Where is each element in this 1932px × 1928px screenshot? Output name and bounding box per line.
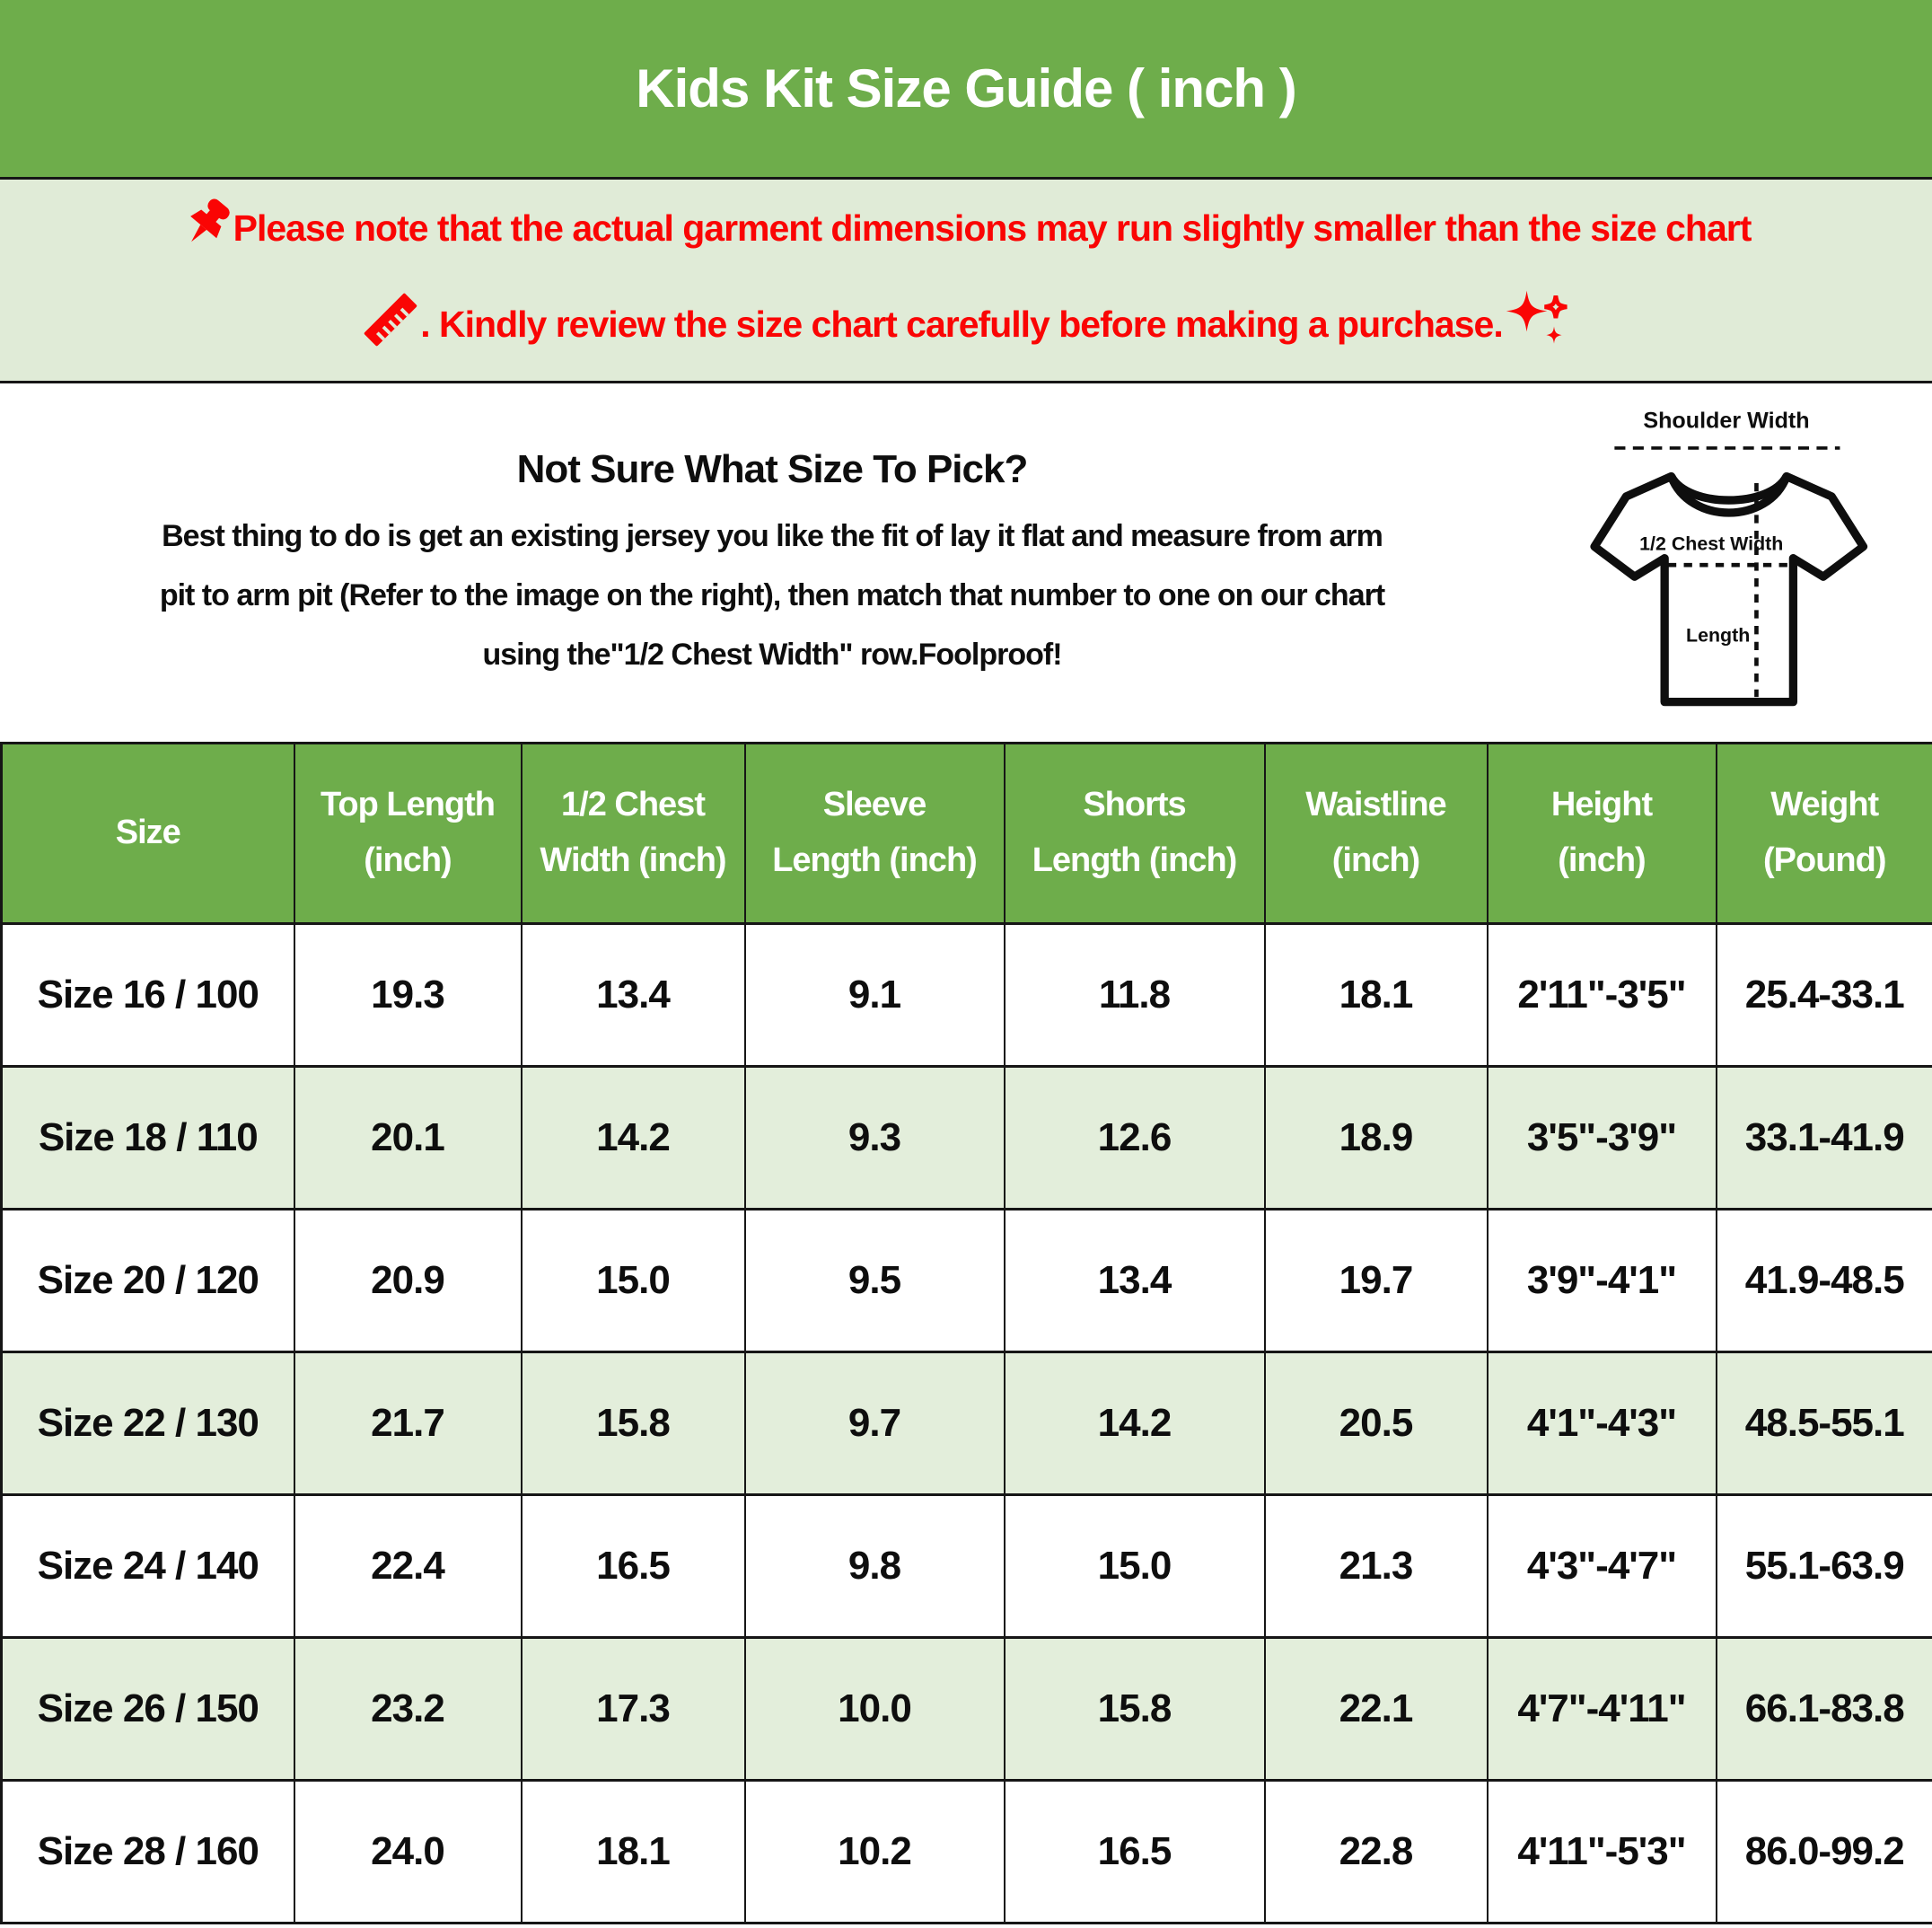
- size-table: Size Top Length (inch) 1/2 Chest Width (in…: [0, 742, 1932, 1924]
- length-label: Length: [1686, 625, 1750, 647]
- column-header-sleeve-length: Sleeve Length (inch): [743, 742, 1006, 925]
- table-cell: 16.5: [520, 1493, 746, 1639]
- table-cell: Size 26 / 150: [0, 1636, 295, 1782]
- table-cell: 20.5: [1263, 1351, 1489, 1496]
- size-help-heading: Not Sure What Size To Pick?: [516, 446, 1029, 491]
- size-help-body-line: pit to arm pit (Refer to the image on th…: [159, 577, 1385, 612]
- column-header-size: Size: [0, 742, 295, 925]
- column-header-shorts-length: Shorts Length (inch): [1003, 742, 1266, 925]
- table-cell: 15.8: [1003, 1636, 1266, 1782]
- table-header-row: Size Top Length (inch) 1/2 Chest Width (in…: [0, 742, 1932, 925]
- table-cell: 14.2: [1003, 1351, 1266, 1496]
- table-cell: 55.1-63.9: [1715, 1493, 1932, 1639]
- table-cell: 12.6: [1003, 1065, 1266, 1211]
- table-cell: 16.5: [1003, 1779, 1266, 1924]
- table-row: Size 16 / 100 19.3 13.4 9.1 11.8 18.1 2'…: [0, 922, 1932, 1068]
- table-cell: 24.0: [293, 1779, 523, 1924]
- table-cell: 25.4-33.1: [1715, 922, 1932, 1068]
- table-cell: 19.3: [293, 922, 523, 1068]
- notice-text-1: Please note that the actual garment dime…: [233, 207, 1752, 249]
- column-header-weight: Weight (Pound): [1715, 742, 1932, 925]
- column-header-top-length: Top Length (inch): [293, 742, 523, 925]
- table-row: Size 20 / 120 20.9 15.0 9.5 13.4 19.7 3'…: [0, 1208, 1932, 1353]
- table-row: Size 26 / 150 23.2 17.3 10.0 15.8 22.1 4…: [0, 1636, 1932, 1782]
- table-cell: 41.9-48.5: [1715, 1208, 1932, 1353]
- table-cell: Size 24 / 140: [0, 1493, 295, 1639]
- notice-line-1: Please note that the actual garment dime…: [181, 198, 1752, 259]
- table-cell: 4'7"-4'11": [1486, 1636, 1717, 1782]
- tshirt-collar: [1667, 474, 1791, 517]
- table-cell: 4'11"-5'3": [1486, 1779, 1717, 1924]
- table-cell: 9.1: [743, 922, 1006, 1068]
- shoulder-width-label: Shoulder Width: [1643, 409, 1809, 434]
- table-cell: 4'3"-4'7": [1486, 1493, 1717, 1639]
- table-row: Size 18 / 110 20.1 14.2 9.3 12.6 18.9 3'…: [0, 1065, 1932, 1211]
- table-cell: 18.9: [1263, 1065, 1489, 1211]
- table-cell: 13.4: [1003, 1208, 1266, 1353]
- table-cell: Size 20 / 120: [0, 1208, 295, 1353]
- table-cell: 2'11"-3'5": [1486, 922, 1717, 1068]
- tshirt-diagram-svg: Shoulder Width 1/2 Chest Width Length: [1590, 409, 1868, 707]
- table-cell: 22.4: [293, 1493, 523, 1639]
- table-row: Size 28 / 160 24.0 18.1 10.2 16.5 22.8 4…: [0, 1779, 1932, 1924]
- size-help-section: Not Sure What Size To Pick? Best thing t…: [0, 383, 1932, 742]
- table-cell: 33.1-41.9: [1715, 1065, 1932, 1211]
- table-row: Size 22 / 130 21.7 15.8 9.7 14.2 20.5 4'…: [0, 1351, 1932, 1496]
- table-cell: 19.7: [1263, 1208, 1489, 1353]
- column-header-height: Height (inch): [1486, 742, 1717, 925]
- table-cell: 22.1: [1263, 1636, 1489, 1782]
- pushpin-icon: [181, 198, 233, 259]
- chest-width-label: 1/2 Chest Width: [1639, 533, 1783, 554]
- table-cell: 20.9: [293, 1208, 523, 1353]
- table-cell: 9.3: [743, 1065, 1006, 1211]
- size-help-body: Best thing to do is get an existing jers…: [159, 506, 1385, 684]
- notice-section: Please note that the actual garment dime…: [0, 180, 1932, 383]
- table-cell: 48.5-55.1: [1715, 1351, 1932, 1496]
- ruler-icon: [361, 290, 420, 358]
- table-cell: Size 18 / 110: [0, 1065, 295, 1211]
- table-cell: 86.0-99.2: [1715, 1779, 1932, 1924]
- table-cell: 3'5"-3'9": [1486, 1065, 1717, 1211]
- table-cell: 66.1-83.8: [1715, 1636, 1932, 1782]
- sparkles-icon: [1503, 286, 1571, 363]
- table-cell: 4'1"-4'3": [1486, 1351, 1717, 1496]
- table-cell: Size 28 / 160: [0, 1779, 295, 1924]
- table-cell: 3'9"-4'1": [1486, 1208, 1717, 1353]
- table-cell: Size 22 / 130: [0, 1351, 295, 1496]
- tshirt-measurement-diagram: Shoulder Width 1/2 Chest Width Length: [1544, 383, 1932, 742]
- table-cell: 13.4: [520, 922, 746, 1068]
- table-cell: 9.5: [743, 1208, 1006, 1353]
- table-cell: 15.8: [520, 1351, 746, 1496]
- table-row: Size 24 / 140 22.4 16.5 9.8 15.0 21.3 4'…: [0, 1493, 1932, 1639]
- table-cell: 20.1: [293, 1065, 523, 1211]
- table-cell: 22.8: [1263, 1779, 1489, 1924]
- table-cell: 21.7: [293, 1351, 523, 1496]
- notice-text-2: . Kindly review the size chart carefully…: [420, 303, 1503, 345]
- table-cell: 15.0: [1003, 1493, 1266, 1639]
- table-cell: 14.2: [520, 1065, 746, 1211]
- table-cell: 15.0: [520, 1208, 746, 1353]
- table-cell: 18.1: [1263, 922, 1489, 1068]
- size-help-text-block: Not Sure What Size To Pick? Best thing t…: [0, 383, 1544, 742]
- table-cell: 10.0: [743, 1636, 1006, 1782]
- size-help-body-line: using the"1/2 Chest Width" row.Foolproof…: [482, 637, 1062, 672]
- table-cell: 21.3: [1263, 1493, 1489, 1639]
- table-cell: Size 16 / 100: [0, 922, 295, 1068]
- table-cell: 17.3: [520, 1636, 746, 1782]
- column-header-chest-width: 1/2 Chest Width (inch): [520, 742, 746, 925]
- table-cell: 18.1: [520, 1779, 746, 1924]
- table-cell: 10.2: [743, 1779, 1006, 1924]
- table-cell: 23.2: [293, 1636, 523, 1782]
- table-cell: 9.7: [743, 1351, 1006, 1496]
- size-help-body-line: Best thing to do is get an existing jers…: [162, 518, 1383, 553]
- notice-line-2: . Kindly review the size chart carefully…: [361, 286, 1570, 363]
- column-header-waistline: Waistline (inch): [1263, 742, 1489, 925]
- page-title: Kids Kit Size Guide ( inch ): [636, 58, 1296, 119]
- table-cell: 11.8: [1003, 922, 1266, 1068]
- title-bar: Kids Kit Size Guide ( inch ): [0, 0, 1932, 180]
- table-cell: 9.8: [743, 1493, 1006, 1639]
